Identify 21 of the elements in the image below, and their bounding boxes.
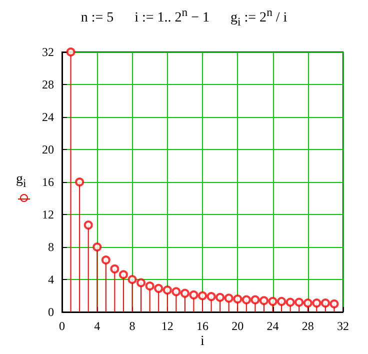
y-tick-label: 4 [48,272,54,286]
x-tick-label: 12 [161,319,174,333]
x-tick-label: 28 [302,319,314,333]
y-tick-label: 0 [48,305,54,319]
y-tick-label: 32 [42,45,54,59]
x-tick-label: 8 [129,319,136,333]
x-tick-label: 32 [337,319,349,333]
x-tick-label: 20 [232,319,244,333]
x-axis-title: i [200,334,206,350]
x-tick-label: 0 [59,319,65,333]
y-tick-label: 20 [42,142,54,156]
y-tick-label: 28 [42,78,54,92]
x-tick-label: 24 [266,319,279,333]
y-tick-label: 8 [48,240,54,254]
y-axis-title: g$_{i}$ [16,172,26,190]
x-tick-label: 4 [94,319,100,333]
x-tick-label: 16 [196,319,208,333]
y-tick-label: 24 [42,110,54,124]
chart-title: n := 5 i := 1.. 2$^{n}$ − 1 g$_{i}$ := 2$^{n}$ / i [80,6,288,28]
y-tick-label: 16 [42,175,54,189]
y-tick-label: 12 [42,208,54,222]
